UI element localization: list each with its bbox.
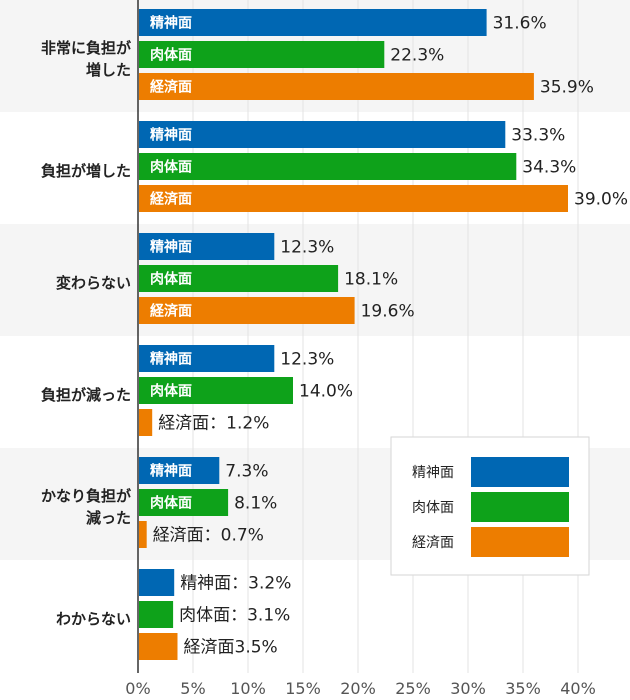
bar-value-label: 33.3% bbox=[511, 126, 565, 146]
x-tick-label: 0% bbox=[125, 679, 150, 698]
bar-inside-label: 経済面 bbox=[150, 79, 192, 96]
bar-3-2 bbox=[139, 409, 153, 436]
x-tick-label: 10% bbox=[230, 679, 266, 698]
bar-value-label: 経済面：1.2% bbox=[158, 414, 269, 434]
bar-4-0 bbox=[139, 457, 220, 484]
bar-value-label: 経済面：0.7% bbox=[153, 526, 264, 546]
bar-3-1 bbox=[139, 377, 293, 404]
bar-1-2 bbox=[139, 185, 568, 212]
bar-5-0 bbox=[139, 569, 175, 596]
bar-inside-label: 精神面 bbox=[150, 463, 192, 480]
x-tick-label: 35% bbox=[505, 679, 541, 698]
x-tick-label: 25% bbox=[395, 679, 431, 698]
bar-value-label: 14.0% bbox=[299, 382, 353, 402]
bar-inside-label: 肉体面 bbox=[150, 383, 192, 400]
category-label: 負担が増した bbox=[41, 162, 131, 180]
category-label: かなり負担が bbox=[41, 487, 132, 505]
category-label: 減った bbox=[86, 509, 131, 527]
bar-value-label: 22.3% bbox=[390, 46, 444, 66]
x-tick-label: 15% bbox=[285, 679, 321, 698]
bar-value-label: 7.3% bbox=[225, 462, 268, 482]
bar-inside-label: 肉体面 bbox=[150, 159, 192, 176]
x-tick-label: 5% bbox=[180, 679, 205, 698]
bar-2-1 bbox=[139, 265, 339, 292]
legend-label: 精神面 bbox=[412, 465, 454, 481]
x-tick-label: 40% bbox=[560, 679, 596, 698]
bar-value-label: 34.3% bbox=[522, 158, 576, 178]
legend-swatch bbox=[471, 492, 569, 522]
bar-4-2 bbox=[139, 521, 147, 548]
bar-inside-label: 精神面 bbox=[150, 239, 192, 256]
bar-value-label: 精神面：3.2% bbox=[180, 574, 291, 594]
bar-1-0 bbox=[139, 121, 506, 148]
legend-label: 肉体面 bbox=[412, 500, 454, 516]
x-tick-label: 20% bbox=[340, 679, 376, 698]
bar-labels: 精神面 31.6% 肉体面 22.3% 経済面 35.9% 精神面 33.3% 肉体面 34.3%… bbox=[150, 14, 628, 658]
bar-value-label: 12.3% bbox=[280, 238, 334, 258]
bar-0-0 bbox=[139, 9, 487, 36]
bar-inside-label: 経済面 bbox=[150, 191, 192, 208]
x-tick-labels: 0% 5% 10% 15% 20% 25% 30% 35% 40% bbox=[125, 679, 595, 698]
bar-inside-label: 肉体面 bbox=[150, 47, 192, 64]
x-tick-label: 30% bbox=[450, 679, 486, 698]
bar-value-label: 肉体面：3.1% bbox=[179, 606, 290, 626]
bar-value-label: 35.9% bbox=[540, 78, 594, 98]
category-label: 非常に負担が bbox=[41, 39, 132, 57]
bar-5-1 bbox=[139, 601, 174, 628]
bar-value-label: 31.6% bbox=[493, 14, 547, 34]
category-label: 増した bbox=[86, 61, 131, 79]
bar-value-label: 18.1% bbox=[344, 270, 398, 290]
bar-inside-label: 経済面 bbox=[150, 303, 192, 320]
bar-value-label: 経済面3.5% bbox=[184, 638, 278, 658]
bar-2-2 bbox=[139, 297, 355, 324]
bar-inside-label: 精神面 bbox=[150, 15, 192, 32]
bar-value-label: 8.1% bbox=[234, 494, 277, 514]
bar-value-label: 19.6% bbox=[361, 302, 415, 322]
bar-inside-label: 肉体面 bbox=[150, 271, 192, 288]
legend-label: 経済面 bbox=[412, 535, 454, 551]
bar-inside-label: 精神面 bbox=[150, 127, 192, 144]
bar-4-1 bbox=[139, 489, 229, 516]
bar-inside-label: 肉体面 bbox=[150, 495, 192, 512]
bar-0-1 bbox=[139, 41, 385, 68]
category-label: わからない bbox=[56, 610, 131, 628]
legend-swatch bbox=[471, 527, 569, 557]
bar-value-label: 39.0% bbox=[574, 190, 628, 210]
bar-inside-label: 精神面 bbox=[150, 351, 192, 368]
bar-group bbox=[139, 9, 568, 660]
legend-swatch bbox=[471, 457, 569, 487]
category-label: 負担が減った bbox=[41, 386, 131, 404]
bar-1-1 bbox=[139, 153, 517, 180]
bar-0-2 bbox=[139, 73, 534, 100]
category-label: 変わらない bbox=[56, 274, 131, 292]
bar-2-0 bbox=[139, 233, 275, 260]
bar-3-0 bbox=[139, 345, 275, 372]
bar-value-label: 12.3% bbox=[280, 350, 334, 370]
bar-5-2 bbox=[139, 633, 178, 660]
